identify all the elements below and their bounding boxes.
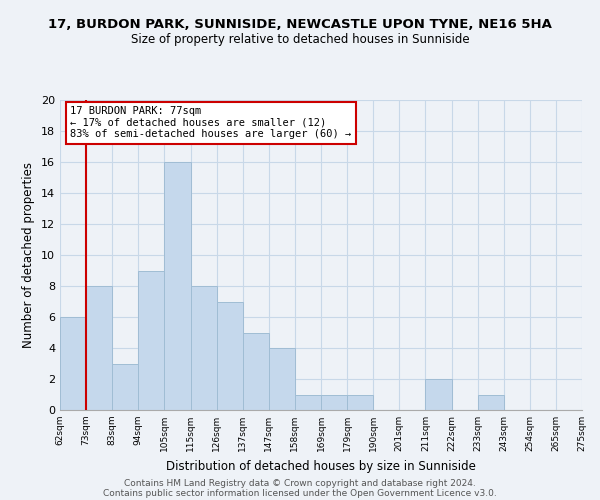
Y-axis label: Number of detached properties: Number of detached properties: [22, 162, 35, 348]
Text: 17 BURDON PARK: 77sqm
← 17% of detached houses are smaller (12)
83% of semi-deta: 17 BURDON PARK: 77sqm ← 17% of detached …: [70, 106, 352, 140]
Text: Size of property relative to detached houses in Sunniside: Size of property relative to detached ho…: [131, 32, 469, 46]
Bar: [243, 332, 269, 410]
Bar: [269, 348, 295, 410]
Bar: [112, 364, 139, 410]
Bar: [164, 162, 191, 410]
Text: Contains HM Land Registry data © Crown copyright and database right 2024.: Contains HM Land Registry data © Crown c…: [124, 478, 476, 488]
Text: 17, BURDON PARK, SUNNISIDE, NEWCASTLE UPON TYNE, NE16 5HA: 17, BURDON PARK, SUNNISIDE, NEWCASTLE UP…: [48, 18, 552, 30]
Bar: [217, 302, 243, 410]
Text: Contains public sector information licensed under the Open Government Licence v3: Contains public sector information licen…: [103, 488, 497, 498]
Bar: [425, 379, 452, 410]
Bar: [478, 394, 504, 410]
Bar: [191, 286, 217, 410]
X-axis label: Distribution of detached houses by size in Sunniside: Distribution of detached houses by size …: [166, 460, 476, 472]
Bar: [295, 394, 321, 410]
Bar: [139, 270, 164, 410]
Bar: [86, 286, 112, 410]
Bar: [321, 394, 347, 410]
Bar: [60, 317, 86, 410]
Bar: [347, 394, 373, 410]
